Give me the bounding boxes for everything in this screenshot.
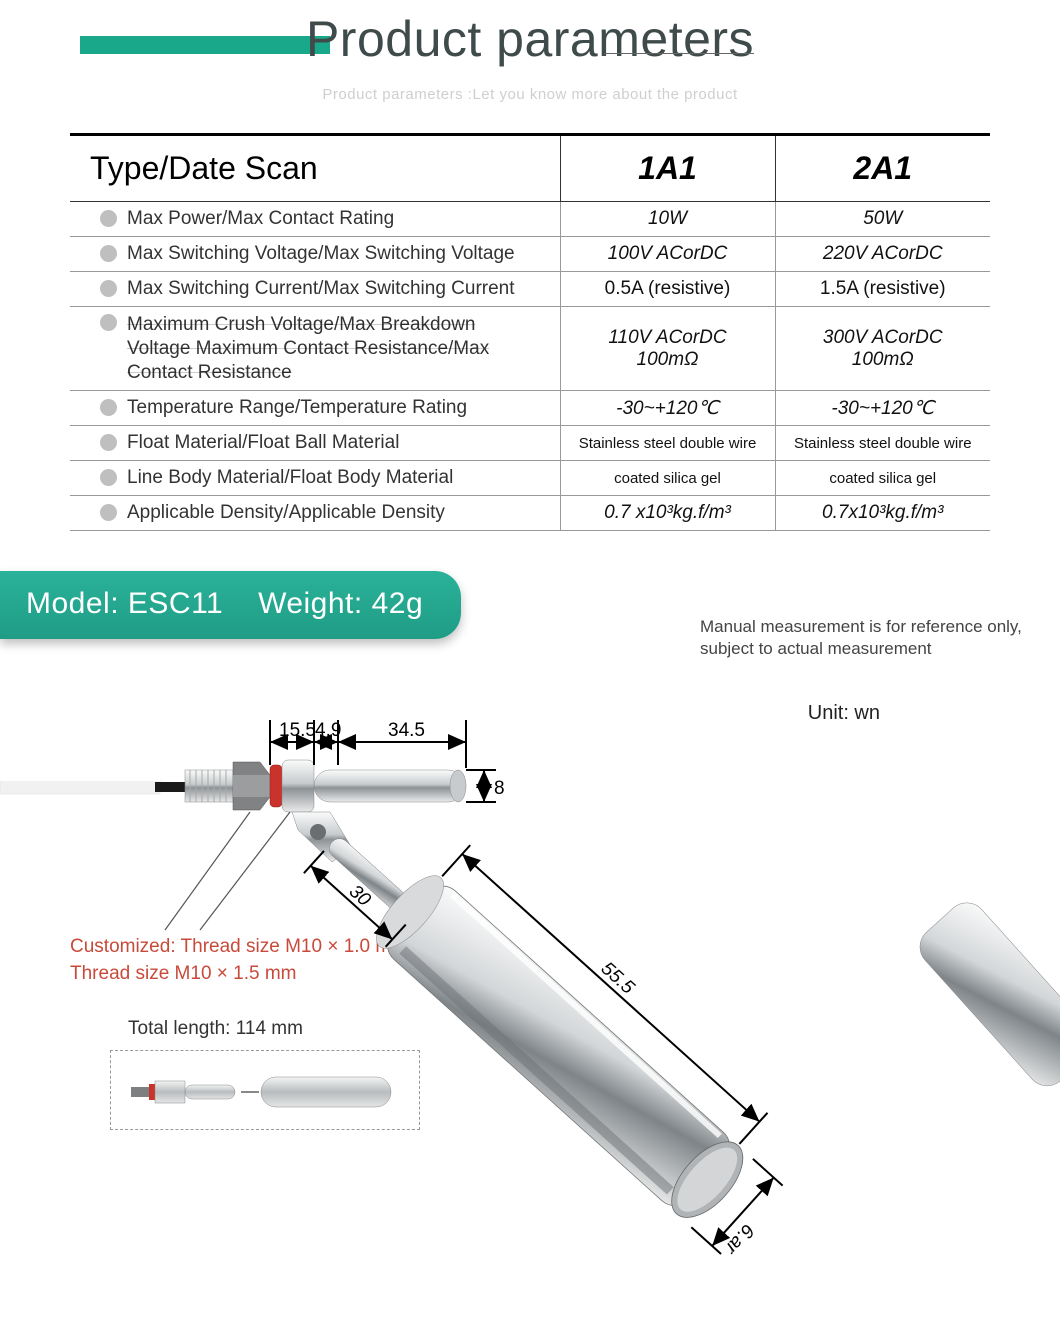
table-row: Applicable Density/Applicable Density0.7… [70, 496, 990, 531]
horizontal-tube [314, 770, 464, 802]
bullet-icon [100, 245, 117, 262]
param-value-1: coated silica gel [560, 461, 775, 496]
bullet-icon [100, 399, 117, 416]
table-row: Maximum Crush Voltage/Max Breakdown Volt… [70, 307, 990, 391]
param-value-2: Stainless steel double wire [775, 426, 990, 461]
param-value-1: 0.5A (resistive) [560, 272, 775, 307]
param-label: Line Body Material/Float Body Material [70, 461, 560, 496]
param-value-2: 300V ACorDC100mΩ [775, 307, 990, 391]
float-cylinder [366, 866, 756, 1230]
gasket [270, 765, 282, 807]
bullet-icon [100, 314, 117, 331]
weight-label: Weight: [258, 587, 363, 620]
header-accent-bar [80, 36, 330, 54]
table-row: Max Power/Max Contact Rating10W50W [70, 202, 990, 237]
pointer-lines [165, 812, 290, 930]
dimension-diagram: 15.5 4.9 34.5 8 30 55.5 6.ar [0, 720, 1060, 1320]
param-value-1: 110V ACorDC100mΩ [560, 307, 775, 391]
body-block [282, 760, 314, 812]
param-label: Applicable Density/Applicable Density [70, 496, 560, 531]
param-value-1: Stainless steel double wire [560, 426, 775, 461]
weight-value: 42g [372, 587, 424, 620]
dim-c: 34.5 [388, 720, 425, 741]
parameters-table: Type/Date Scan 1A1 2A1 Max Power/Max Con… [70, 136, 990, 531]
param-label: Max Switching Voltage/Max Switching Volt… [70, 237, 560, 272]
model-label: Model: [26, 587, 119, 620]
param-label: Temperature Range/Temperature Rating [70, 391, 560, 426]
header: Product parameters Product parameters :L… [0, 0, 1060, 103]
param-value-2: 1.5A (resistive) [775, 272, 990, 307]
model-value: ESC11 [128, 587, 223, 620]
bullet-icon [100, 504, 117, 521]
parameters-table-wrap: Type/Date Scan 1A1 2A1 Max Power/Max Con… [70, 133, 990, 531]
table-row: Line Body Material/Float Body Materialco… [70, 461, 990, 496]
model-badge: Model: ESC11 Weight: 42g [0, 571, 461, 639]
dim-g: 6.ar [720, 1220, 758, 1259]
bullet-icon [100, 434, 117, 451]
page-title: Product parameters [306, 10, 754, 68]
param-value-2: -30~+120℃ [775, 391, 990, 426]
cropped-part [912, 895, 1060, 1094]
param-label: Max Power/Max Contact Rating [70, 202, 560, 237]
col-header-param: Type/Date Scan [70, 136, 560, 202]
param-value-2: 220V ACorDC [775, 237, 990, 272]
param-label: Maximum Crush Voltage/Max Breakdown Volt… [70, 307, 560, 391]
bullet-icon [100, 280, 117, 297]
col-header-2: 2A1 [775, 136, 990, 202]
param-value-2: 50W [775, 202, 990, 237]
param-value-1: 10W [560, 202, 775, 237]
param-label: Max Switching Current/Max Switching Curr… [70, 272, 560, 307]
wire [0, 780, 160, 794]
param-label: Float Material/Float Ball Material [70, 426, 560, 461]
table-row: Float Material/Float Ball MaterialStainl… [70, 426, 990, 461]
col-header-1: 1A1 [560, 136, 775, 202]
dim-a: 15.5 [279, 720, 316, 741]
dimension-d: 8 [466, 770, 505, 802]
table-row: Max Switching Current/Max Switching Curr… [70, 272, 990, 307]
param-value-2: coated silica gel [775, 461, 990, 496]
param-value-1: 0.7 x10³kg.f/m³ [560, 496, 775, 531]
param-value-1: -30~+120℃ [560, 391, 775, 426]
dim-b: 4.9 [315, 720, 341, 741]
thread-section [185, 770, 233, 802]
param-value-2: 0.7x10³kg.f/m³ [775, 496, 990, 531]
bullet-icon [100, 469, 117, 486]
diagram-svg: 15.5 4.9 34.5 8 30 55.5 6.ar [0, 720, 1060, 1320]
dim-d: 8 [494, 778, 505, 799]
bullet-icon [100, 210, 117, 227]
page-subtitle: Product parameters :Let you know more ab… [0, 86, 1060, 103]
table-row: Temperature Range/Temperature Rating-30~… [70, 391, 990, 426]
disclaimer-text: Manual measurement is for reference only… [700, 616, 1030, 660]
table-row: Max Switching Voltage/Max Switching Volt… [70, 237, 990, 272]
param-value-1: 100V ACorDC [560, 237, 775, 272]
